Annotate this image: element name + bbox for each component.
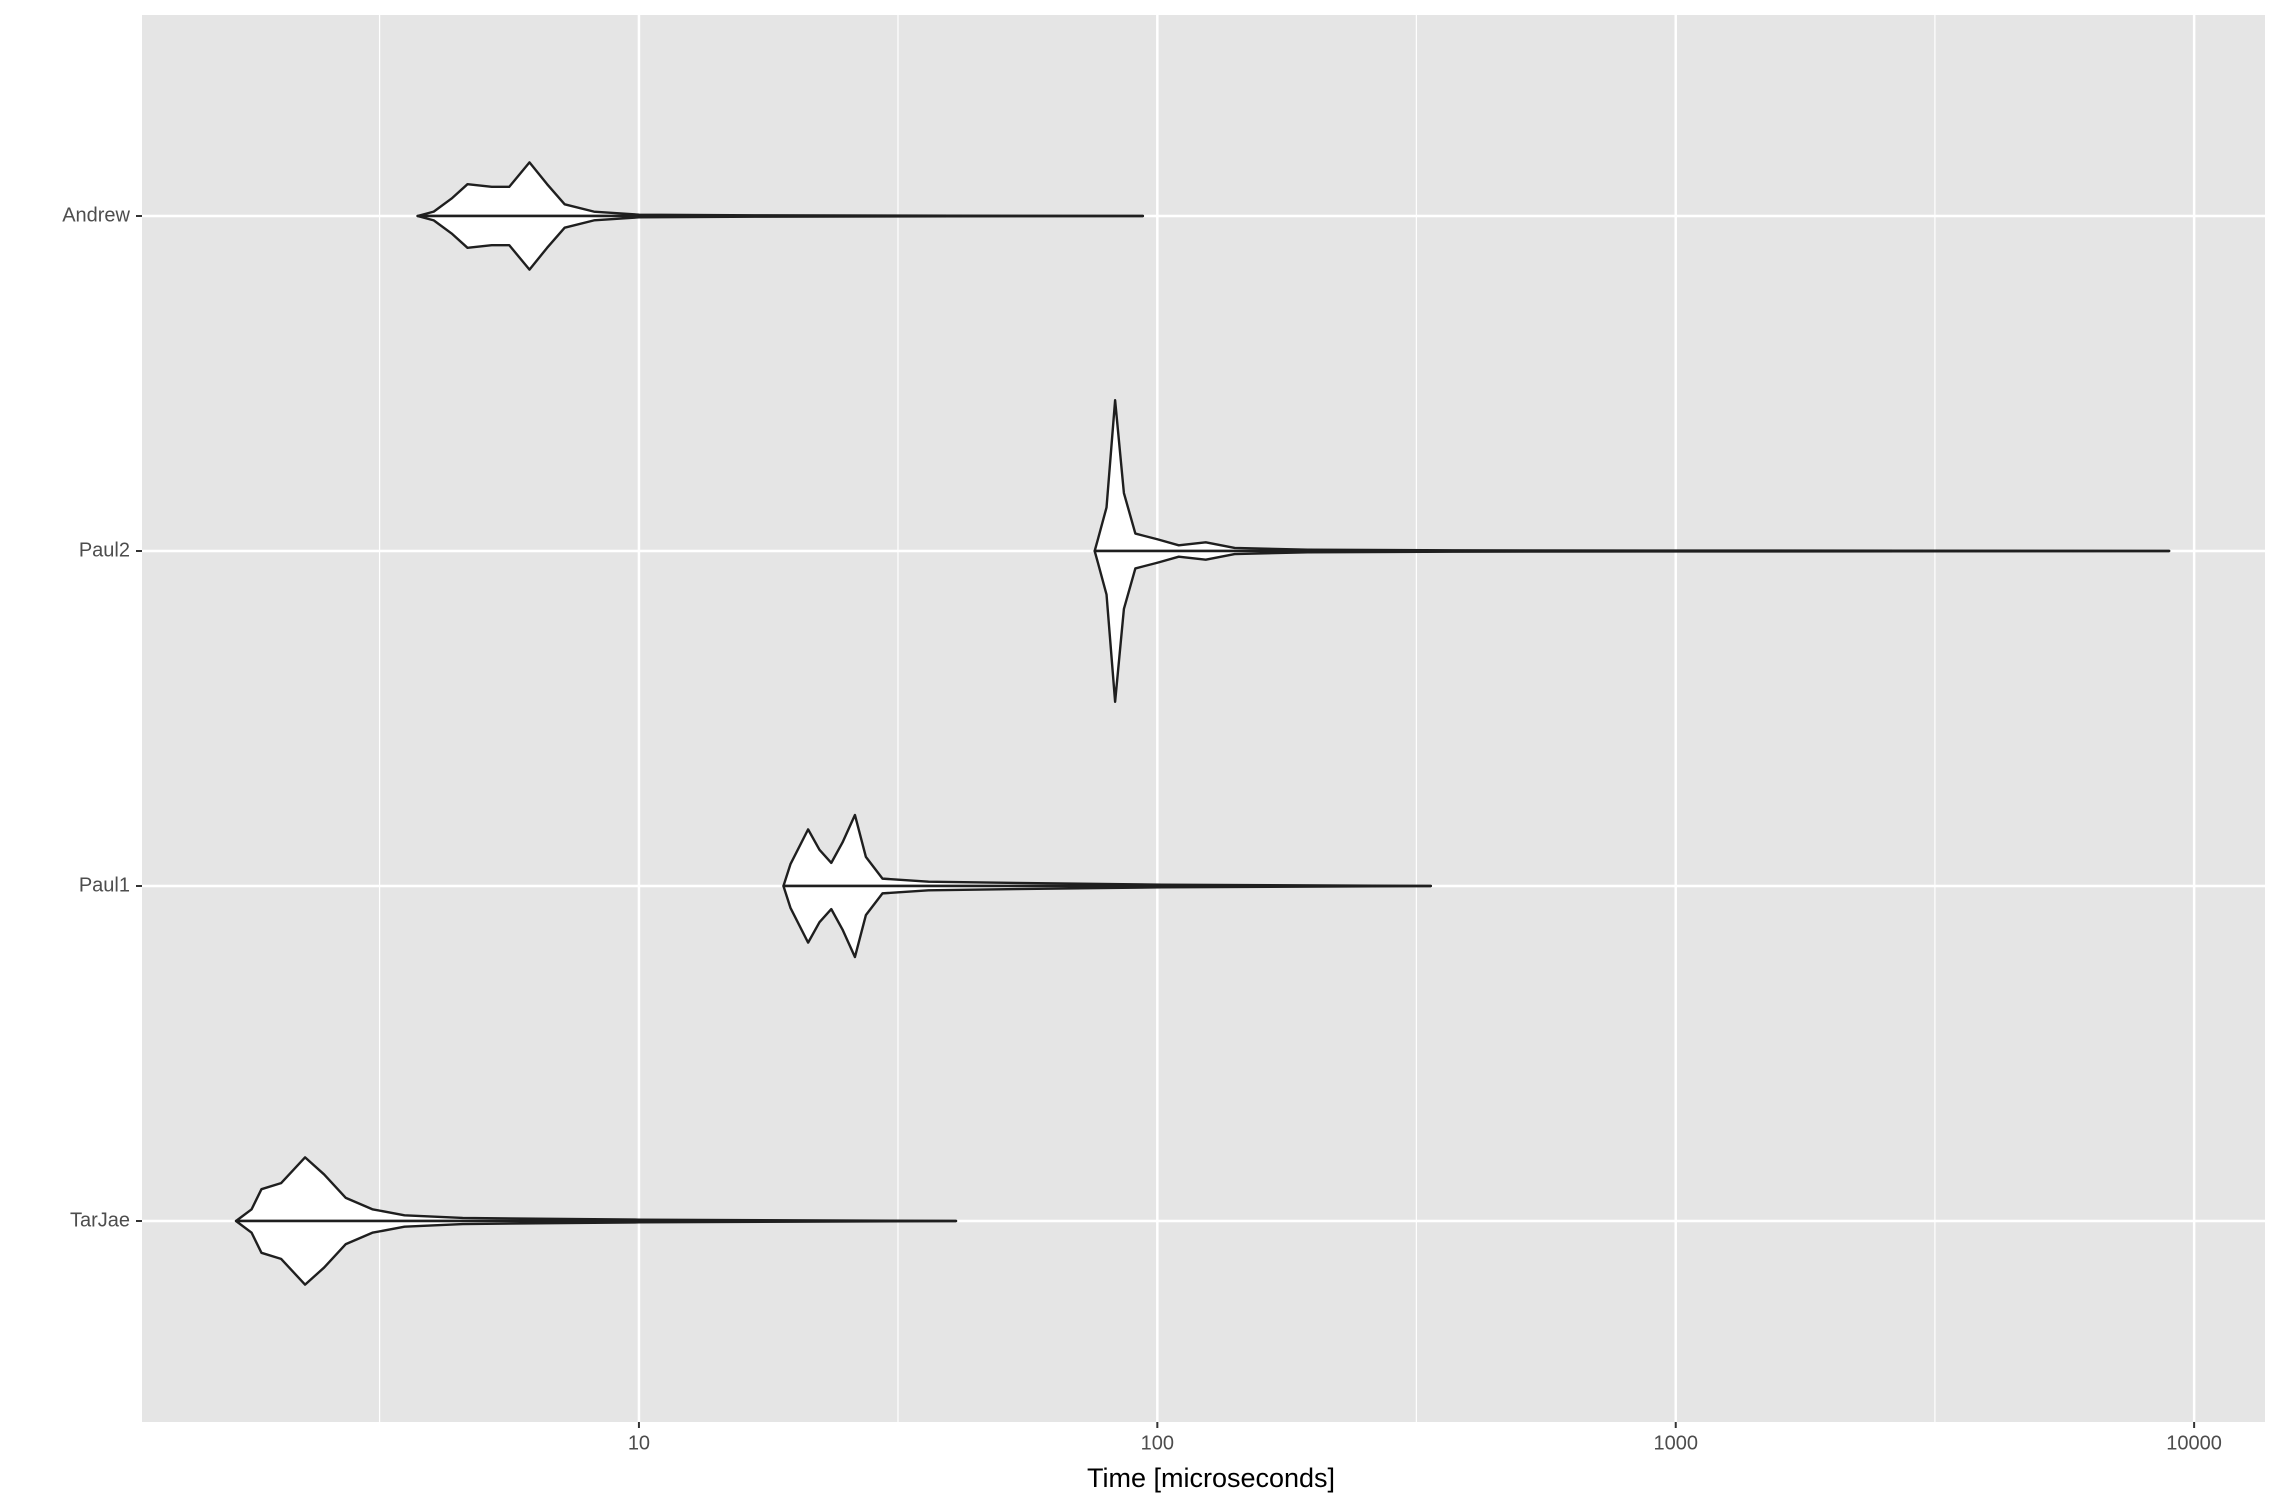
violin-half bbox=[1093, 549, 2171, 703]
x-tick-label: 10000 bbox=[2166, 1432, 2222, 1454]
y-tick-label: Paul2 bbox=[79, 539, 130, 561]
violin-half bbox=[234, 1219, 958, 1286]
violin-half bbox=[416, 214, 1145, 271]
x-tick-label: 100 bbox=[1141, 1432, 1174, 1454]
y-tick-label: Paul1 bbox=[79, 874, 130, 896]
x-tick-label: 1000 bbox=[1653, 1432, 1698, 1454]
x-axis-title: Time [microseconds] bbox=[1087, 1463, 1335, 1493]
violin-half bbox=[782, 884, 1433, 959]
y-tick-label: Andrew bbox=[62, 204, 130, 226]
x-tick-label: 10 bbox=[628, 1432, 650, 1454]
y-tick-label: TarJae bbox=[70, 1209, 130, 1231]
violin-half bbox=[782, 813, 1433, 888]
plot-panel bbox=[142, 15, 2265, 1422]
violin-half bbox=[234, 1156, 958, 1223]
